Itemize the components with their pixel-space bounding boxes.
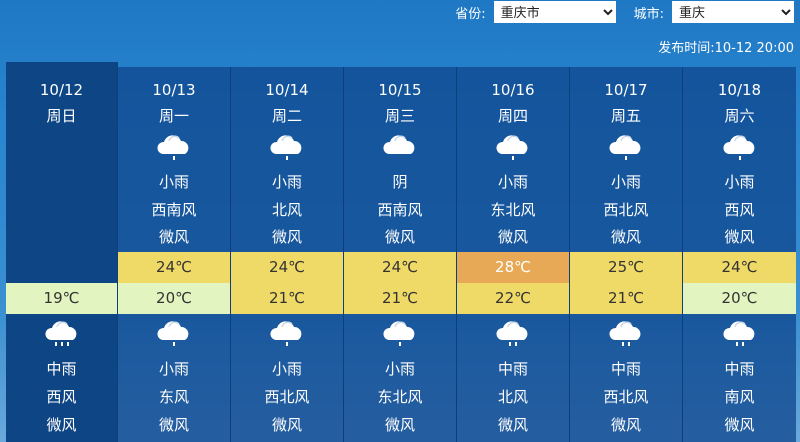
day-weather: 小雨 xyxy=(271,173,302,191)
night-weather: 小雨 xyxy=(158,360,189,378)
day-wind-direction: 西北风 xyxy=(603,201,649,219)
night-wind-level: 微风 xyxy=(724,416,755,434)
night-wind-level: 微风 xyxy=(158,416,189,434)
night-weather: 小雨 xyxy=(271,360,302,378)
night-wind-direction: 西风 xyxy=(46,388,77,406)
city-select[interactable]: 重庆 xyxy=(672,1,794,23)
publish-time: 发布时间:10-12 20:00 xyxy=(658,37,794,56)
night-wind-direction: 南风 xyxy=(724,388,755,406)
low-temperature: 19℃ xyxy=(6,283,117,314)
date: 10/15 xyxy=(378,81,422,99)
rain-medium-icon xyxy=(608,318,644,348)
low-temperature: 21℃ xyxy=(570,283,682,314)
night-wind-direction: 东北风 xyxy=(377,388,423,406)
day-wind-direction: 北风 xyxy=(271,201,302,219)
low-temperature: 22℃ xyxy=(457,283,569,314)
night-wind-level: 微风 xyxy=(384,416,415,434)
night-weather: 中雨 xyxy=(610,360,641,378)
day-wind-direction: 东北风 xyxy=(490,201,536,219)
day-weather: 小雨 xyxy=(158,173,189,191)
day-weather: 小雨 xyxy=(610,173,641,191)
forecast-table: 10/12 周日 19℃ 中雨 西风 微风 10/13 周一 小雨 西南风 微风 24… xyxy=(6,62,796,442)
rain-medium-icon xyxy=(722,318,758,348)
day-wind-level: 微风 xyxy=(610,228,641,246)
rain-light-icon xyxy=(495,132,531,162)
date: 10/17 xyxy=(604,81,648,99)
date: 10/16 xyxy=(491,81,535,99)
day-wind-direction: 西风 xyxy=(724,201,755,219)
night-weather: 小雨 xyxy=(384,360,415,378)
day-wind-level: 微风 xyxy=(724,228,755,246)
low-temperature: 21℃ xyxy=(231,283,343,314)
day-column: 10/15 周三 阴 西南风 微风 24℃ 21℃ 小雨 东北风 微风 xyxy=(344,67,457,442)
night-wind-level: 微风 xyxy=(497,416,528,434)
location-selector: 省份: 重庆市 城市: 重庆 xyxy=(455,0,794,24)
day-column: 10/16 周四 小雨 东北风 微风 28℃ 22℃ 中雨 北风 微风 xyxy=(457,67,570,442)
high-temperature: 24℃ xyxy=(683,252,796,283)
weekday: 周五 xyxy=(610,107,641,125)
rain-light-icon xyxy=(722,132,758,162)
rain-light-icon xyxy=(382,318,418,348)
day-wind-level: 微风 xyxy=(271,228,302,246)
day-weather: 小雨 xyxy=(497,173,528,191)
date: 10/13 xyxy=(152,81,196,99)
high-temperature: 28℃ xyxy=(457,252,569,283)
publish-time-value: 10-12 20:00 xyxy=(714,41,794,56)
weekday: 周四 xyxy=(497,107,528,125)
weekday: 周三 xyxy=(384,107,415,125)
night-weather: 中雨 xyxy=(497,360,528,378)
day-column: 10/17 周五 小雨 西北风 微风 25℃ 21℃ 中雨 西北风 微风 xyxy=(570,67,683,442)
day-column: 10/18 周六 小雨 西风 微风 24℃ 20℃ 中雨 南风 微风 xyxy=(683,67,796,442)
rain-light-icon xyxy=(269,132,305,162)
night-weather: 中雨 xyxy=(724,360,755,378)
weekday: 周日 xyxy=(46,107,77,125)
weekday: 周六 xyxy=(724,107,755,125)
date: 10/12 xyxy=(39,81,84,99)
day-column: 10/14 周二 小雨 北风 微风 24℃ 21℃ 小雨 西北风 微风 xyxy=(231,67,344,442)
province-select[interactable]: 重庆市 xyxy=(493,1,616,23)
day-wind-level: 微风 xyxy=(497,228,528,246)
rain-medium-icon xyxy=(44,318,80,348)
day-column: 10/12 周日 19℃ 中雨 西风 微风 xyxy=(6,62,118,442)
rain-medium-icon xyxy=(495,318,531,348)
publish-label: 发布时间: xyxy=(658,41,715,56)
night-wind-direction: 西北风 xyxy=(264,388,310,406)
high-temperature: 24℃ xyxy=(344,252,456,283)
low-temperature: 20℃ xyxy=(683,283,796,314)
day-column: 10/13 周一 小雨 西南风 微风 24℃ 20℃ 小雨 东风 微风 xyxy=(118,67,231,442)
date: 10/18 xyxy=(717,81,762,99)
night-wind-direction: 北风 xyxy=(497,388,528,406)
low-temperature: 20℃ xyxy=(118,283,230,314)
day-weather: 阴 xyxy=(392,173,408,191)
rain-light-icon xyxy=(156,318,192,348)
rain-light-icon xyxy=(269,318,305,348)
city-label: 城市: xyxy=(633,6,664,22)
rain-light-icon xyxy=(156,132,192,162)
day-wind-direction: 西南风 xyxy=(377,201,423,219)
night-wind-level: 微风 xyxy=(46,416,77,434)
weekday: 周一 xyxy=(158,107,189,125)
high-temperature: 25℃ xyxy=(570,252,682,283)
night-wind-level: 微风 xyxy=(610,416,641,434)
night-weather: 中雨 xyxy=(46,360,77,378)
day-weather: 小雨 xyxy=(724,173,755,191)
night-wind-level: 微风 xyxy=(271,416,302,434)
day-wind-direction: 西南风 xyxy=(151,201,197,219)
night-wind-direction: 西北风 xyxy=(603,388,649,406)
day-wind-level: 微风 xyxy=(158,228,189,246)
low-temperature: 21℃ xyxy=(344,283,456,314)
night-wind-direction: 东风 xyxy=(158,388,189,406)
overcast-icon xyxy=(382,132,418,162)
high-temperature: 24℃ xyxy=(118,252,230,283)
day-wind-level: 微风 xyxy=(384,228,415,246)
weekday: 周二 xyxy=(271,107,302,125)
province-label: 省份: xyxy=(455,6,486,22)
rain-light-icon xyxy=(608,132,644,162)
high-temperature: 24℃ xyxy=(231,252,343,283)
date: 10/14 xyxy=(265,81,309,99)
